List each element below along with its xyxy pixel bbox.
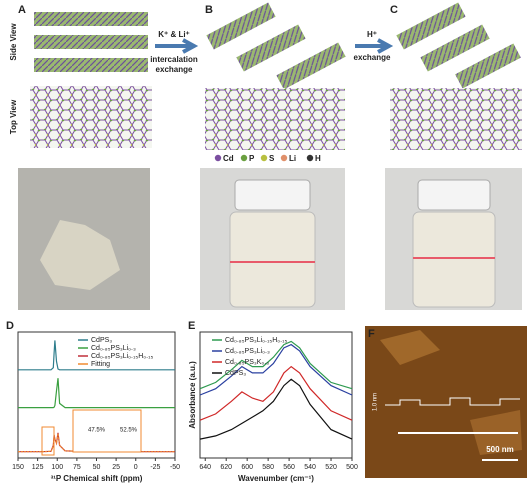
height-label: 1.0 nm: [373, 393, 379, 411]
annotation: 47.5%: [88, 428, 106, 434]
layer: [276, 42, 346, 90]
arrow-label: intercalation: [150, 55, 198, 64]
legend-label: CdPS₃: [91, 337, 112, 344]
height-profile: [385, 397, 520, 406]
panel-label: A: [18, 4, 26, 16]
plot-frame: [199, 331, 353, 459]
atom-swatch: [306, 154, 314, 162]
layer: [34, 12, 148, 26]
atom-swatch: [214, 154, 222, 162]
panel-label: F: [368, 328, 375, 340]
x-tick-label: 75: [73, 464, 81, 471]
photos: [18, 168, 522, 310]
layer: [34, 35, 148, 49]
x-tick-label: 600: [241, 464, 253, 471]
atom-swatch: [240, 154, 248, 162]
y-axis-label: Absorbance (a.u.): [188, 361, 197, 429]
x-tick-label: 560: [283, 464, 295, 471]
x-tick-label: 540: [304, 464, 316, 471]
x-axis-label: ³¹P Chemical shift (ppm): [51, 474, 143, 483]
series-line: [199, 340, 353, 390]
flake: [380, 330, 440, 365]
lattice: [205, 88, 345, 150]
atom-label: H: [315, 154, 321, 163]
side-view-label: Side View: [9, 23, 18, 61]
atom-label: Li: [289, 154, 296, 163]
annotation: 52.5%: [120, 428, 138, 434]
lattice: [30, 86, 152, 148]
series-line: [199, 365, 353, 421]
structures: [30, 2, 522, 150]
legend-label: Cd₀.₈₅PS₃Li₀.₃: [91, 345, 136, 352]
layer: [396, 2, 466, 50]
atom-swatch: [260, 154, 268, 162]
x-tick-label: -25: [150, 464, 160, 471]
atom-label: S: [269, 154, 275, 163]
layer: [420, 24, 490, 72]
inset-region: [41, 426, 55, 456]
scale-label: 500 nm: [486, 445, 514, 454]
arrow-label: K⁺ & Li⁺: [158, 30, 190, 39]
layer: [34, 58, 148, 72]
panel-label: B: [205, 4, 213, 16]
x-tick-label: 520: [325, 464, 337, 471]
arrow: [155, 38, 199, 54]
afm: [365, 326, 527, 478]
series-line: [199, 343, 353, 396]
series-line: [18, 433, 175, 453]
x-axis-label: Wavenumber (cm⁻¹): [238, 474, 314, 483]
legend-label: Cd₀.₈₅PS₃Li₀.₁₅H₀.₁₅: [225, 337, 287, 344]
crystals: [40, 220, 120, 290]
x-tick-label: 125: [32, 464, 44, 471]
layer: [236, 24, 306, 72]
arrow-label: H⁺: [367, 30, 377, 39]
vial: [229, 211, 316, 308]
lattice: [390, 88, 522, 150]
x-tick-label: 620: [220, 464, 232, 471]
x-tick-label: 0: [134, 464, 138, 471]
x-tick-label: -50: [170, 464, 180, 471]
legend-label: CdPS₃: [225, 370, 246, 377]
vial: [412, 211, 496, 308]
layer: [455, 43, 521, 89]
x-tick-label: 500: [346, 464, 358, 471]
arrow-label: exchange: [354, 53, 391, 62]
panel-label: D: [6, 320, 14, 332]
x-tick-label: 100: [51, 464, 63, 471]
vial-cap: [417, 179, 491, 211]
vial-cap: [234, 179, 311, 211]
arrow: [355, 38, 394, 54]
panel-label: C: [390, 4, 398, 16]
top-view-label: Top View: [9, 99, 18, 134]
series-line: [18, 340, 175, 371]
atom-label: P: [249, 154, 255, 163]
legend-label: Cd₀.₈₅PS₃K₀.₃: [225, 359, 269, 366]
atom-label: Cd: [223, 154, 234, 163]
layer: [206, 2, 276, 50]
legend-label: Cd₀.₈₅PS₃Li₀.₁₅H₀.₁₅: [91, 353, 153, 360]
legend-label: Cd₀.₈₅PS₃Li₀.₃: [225, 348, 270, 355]
atom-swatch: [280, 154, 288, 162]
legend-label: Fitting: [91, 361, 110, 368]
series-line: [18, 378, 175, 409]
x-tick-label: 150: [12, 464, 24, 471]
x-tick-label: 25: [112, 464, 120, 471]
x-tick-label: 640: [199, 464, 211, 471]
panel-label: E: [188, 320, 195, 332]
x-tick-label: 580: [262, 464, 274, 471]
arrow-label: exchange: [156, 65, 193, 74]
x-tick-label: 50: [93, 464, 101, 471]
inset-frame: [72, 409, 142, 453]
series-line: [199, 378, 353, 440]
